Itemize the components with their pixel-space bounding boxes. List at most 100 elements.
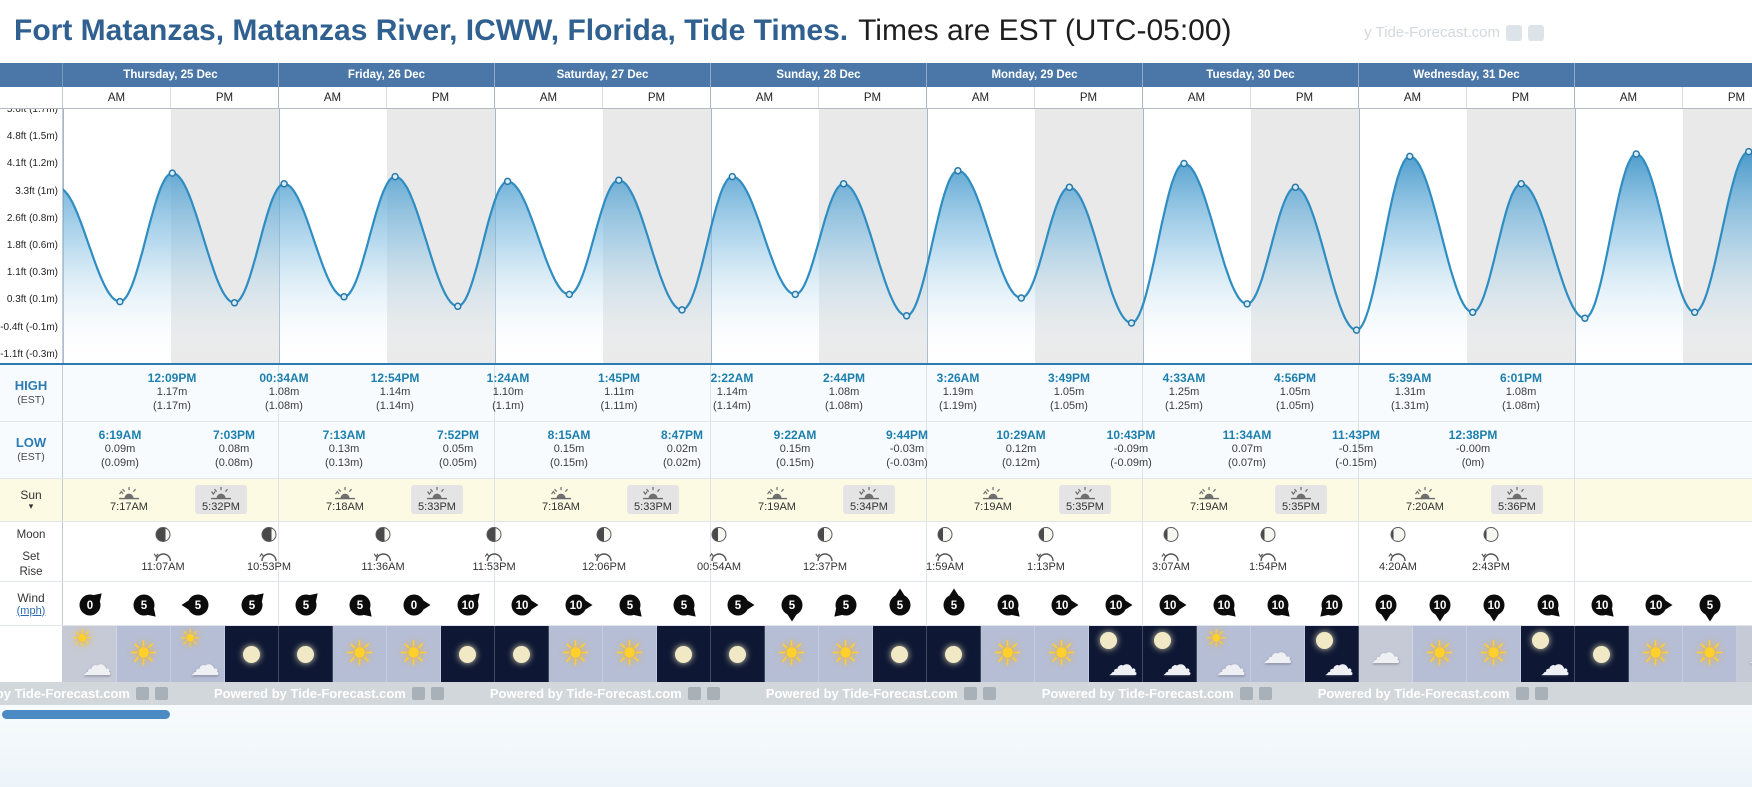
sun-icon: ☀ (830, 635, 861, 673)
high-tide-entry: 1:45PM 1.11m (1.11m) (597, 371, 641, 412)
page-title: Fort Matanzas, Matanzas River, ICWW, Flo… (0, 0, 1752, 49)
y-axis-tick: 1.1ft (0.3m) (6, 267, 58, 279)
sun-row-label: Sun ▾ (0, 479, 63, 521)
powered-by-link[interactable]: Powered by Tide-Forecast.com (765, 686, 958, 701)
wind-speed-marker: 10 (1531, 585, 1565, 625)
moon-rise-entry: 4:20AM (1379, 551, 1417, 573)
wind-speed-marker: 5 (721, 585, 755, 625)
high-row-label: HIGH (EST) (0, 365, 63, 421)
high-tide-entry: 1:24AM 1.10m (1.1m) (486, 371, 530, 412)
mph-link[interactable]: (mph) (16, 604, 46, 617)
low-tide-entry: 8:15AM 0.15m (0.15m) (547, 428, 591, 469)
powered-by-link[interactable]: Powered by Tide-Forecast.com (1041, 686, 1234, 701)
horizontal-scrollbar-thumb[interactable] (2, 710, 170, 719)
wind-speed-marker: 10 (505, 585, 539, 625)
svg-text:5: 5 (1707, 600, 1714, 612)
instagram-icon[interactable] (430, 687, 444, 700)
sunrise-entry: 7:18AM (326, 485, 364, 514)
instagram-icon[interactable] (1258, 687, 1272, 700)
low-tide-entry: 7:03PM 0.08m (0.08m) (212, 428, 256, 469)
sun-row-toggle[interactable]: ▾ (28, 501, 34, 512)
moon-set-icon (373, 553, 391, 561)
share-icon[interactable] (1528, 24, 1544, 41)
facebook-icon[interactable] (411, 687, 425, 700)
weather-tile: ☁ (1143, 626, 1197, 682)
cloud-icon: ☁ (1324, 649, 1354, 682)
wind-arrow-icon: 5 (673, 594, 696, 617)
powered-by-link[interactable]: Powered by Tide-Forecast.com (0, 686, 130, 701)
svg-text:10: 10 (1380, 600, 1393, 612)
day-header: Thursday, 25 Dec (63, 63, 279, 87)
moon-icon (891, 645, 908, 663)
powered-by-link[interactable]: Powered by Tide-Forecast.com (1317, 686, 1510, 701)
facebook-icon[interactable] (963, 687, 977, 700)
sunset-entry: 5:35PM (1059, 485, 1111, 514)
sunset-icon (426, 487, 447, 500)
weather-tile (279, 626, 333, 682)
wind-row-label: Wind (mph) (0, 582, 63, 625)
high-tide-entry: 4:56PM 1.05m (1.05m) (1273, 371, 1317, 412)
moon-set-entry: 11:36AM (361, 551, 405, 573)
instagram-icon[interactable] (982, 687, 996, 700)
wind-speed-marker: 10 (1045, 585, 1079, 625)
weather-tile: ☀ ☁ (1197, 626, 1251, 682)
low-tide-entry: 7:13AM 0.13m (0.13m) (322, 428, 366, 469)
weather-row: ☀☁☀☀☁☀☀☀☀☀☀☀☀☁☁☀☁☁☁☁☀☀☁☀☀☁ (0, 626, 1752, 682)
low-tide-row: LOW (EST) 6:19AM 0.09m (0.09m) 7:03PM 0.08m(… (0, 422, 1752, 479)
high-tide-entry: 2:44PM 1.08m (1.08m) (822, 371, 866, 412)
powered-by-link[interactable]: Powered by Tide-Forecast.com (213, 686, 406, 701)
page-title-location: Fort Matanzas, Matanzas River, ICWW, Flo… (14, 14, 849, 47)
sunset-entry: 5:34PM (843, 485, 895, 514)
ampm-label: AM (1575, 87, 1683, 108)
instagram-icon[interactable] (154, 687, 168, 700)
low-row-label: LOW (EST) (0, 422, 63, 478)
sunset-icon (858, 487, 879, 500)
wind-row: Wind (mph) 0 5 5 5 (0, 582, 1752, 626)
weather-tile: ☀ (333, 626, 387, 682)
weather-tile (657, 626, 711, 682)
wind-speed-marker: 10 (1315, 585, 1349, 625)
moon-set-icon (1481, 553, 1499, 561)
weather-tile (873, 626, 927, 682)
high-tide-entry: 12:09PM 1.17m (1.17m) (147, 371, 197, 412)
facebook-icon[interactable] (135, 687, 149, 700)
watermark-text: y Tide-Forecast.com (1364, 24, 1500, 41)
sun-icon: ☀ (344, 635, 375, 673)
moon-phase-icon (1260, 527, 1276, 542)
low-tide-entry: 11:34AM 0.07m (0.07m) (1222, 428, 1272, 469)
svg-text:10: 10 (570, 600, 583, 612)
moon-setrise-row: Set Rise 11:07AM 10:53PM 11:36AM 11:53PM… (0, 548, 1752, 582)
sunrise-entry: 7:20AM (1406, 485, 1444, 514)
weather-tile (225, 626, 279, 682)
high-tide-entry: 12:54PM 1.14m (1.14m) (370, 371, 420, 412)
moon-phase-icon (817, 527, 833, 542)
footer: Powered by Tide-Forecast.com Powered by … (0, 682, 1752, 705)
moon-phase-icon (375, 527, 391, 542)
day-header-row: Thursday, 25 Dec Friday, 26 Dec Saturday, … (0, 63, 1752, 87)
moon-rise-icon (935, 552, 953, 561)
moon-set-icon (1036, 553, 1054, 561)
instagram-icon[interactable] (1534, 687, 1548, 700)
facebook-icon[interactable] (687, 687, 701, 700)
weather-tile: ☁ (1737, 626, 1752, 682)
wind-speed-marker: 10 (1585, 585, 1619, 625)
title-bar: Fort Matanzas, Matanzas River, ICWW, Flo… (0, 0, 1752, 63)
svg-text:5: 5 (843, 600, 850, 612)
low-tide-entry: 9:44PM -0.03m (-0.03m) (885, 428, 929, 469)
sun-label: Sun (20, 487, 42, 502)
instagram-icon[interactable] (706, 687, 720, 700)
weather-tile: ☀ (603, 626, 657, 682)
moon-phase-icon (1483, 527, 1499, 542)
sun-icon: ☀ (128, 635, 159, 673)
y-axis-tick: 0.3ft (0.1m) (6, 294, 58, 306)
moon-rise-icon (1161, 552, 1179, 561)
wind-arrow-icon: 10 (1591, 594, 1614, 617)
moon-phase-icon (937, 527, 953, 542)
powered-by-link[interactable]: Powered by Tide-Forecast.com (489, 686, 682, 701)
share-icon[interactable] (1506, 24, 1522, 41)
sunset-icon (642, 487, 663, 500)
moon-phase-row: Moon (0, 522, 1752, 548)
wind-arrow-icon: 10 (1645, 594, 1673, 616)
facebook-icon[interactable] (1239, 687, 1253, 700)
facebook-icon[interactable] (1515, 687, 1529, 700)
